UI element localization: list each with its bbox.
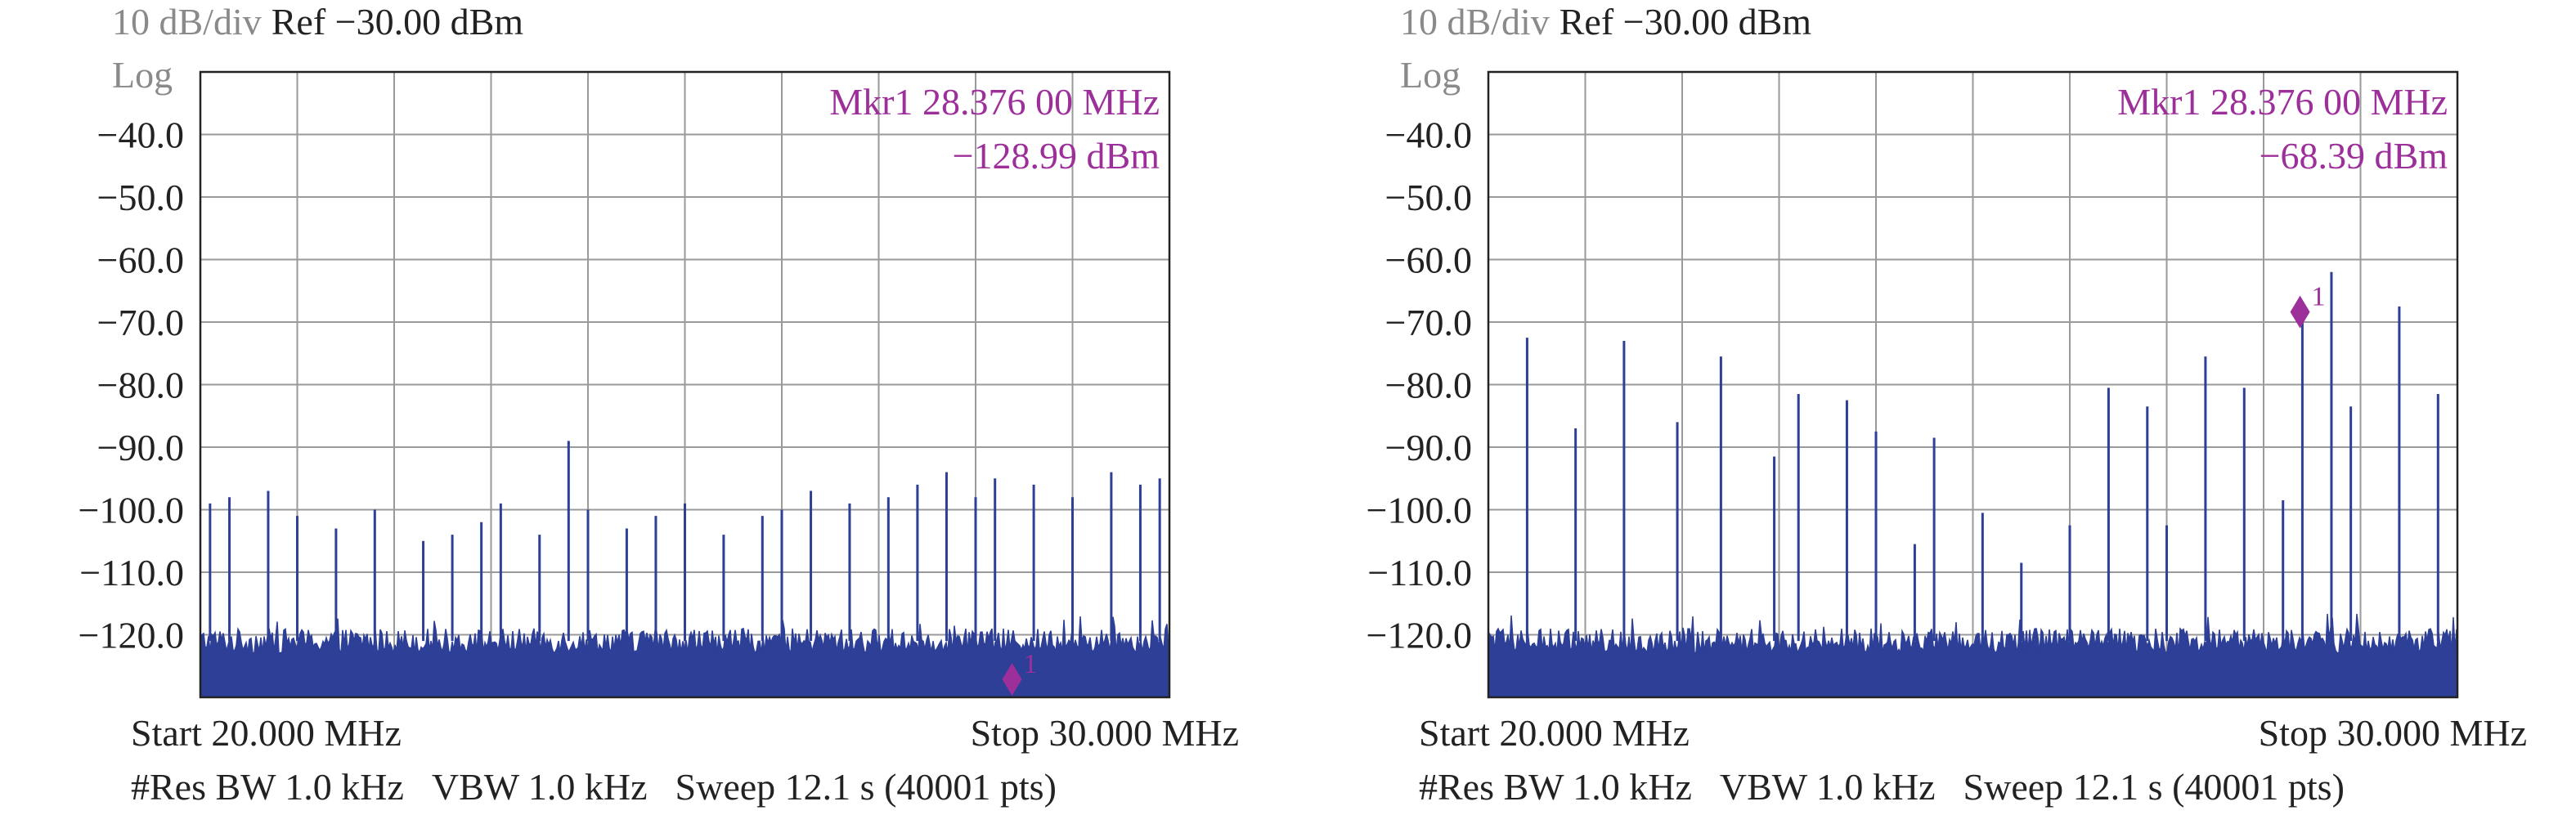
marker-1-diamond (1002, 663, 1022, 696)
marker-1-diamond (2290, 295, 2310, 329)
spectrum-panel-2: 10 dB/div Ref −30.00 dBm Log −40.0 −50.0 −60.… (1288, 0, 2576, 815)
res-bw-label: #Res BW 1.0 kHz (1419, 766, 1692, 808)
y-tick-label: −80.0 (97, 365, 184, 406)
y-tick-label: −40.0 (97, 114, 184, 156)
y-tick-label: −100.0 (1367, 490, 1472, 531)
marker-amplitude-readout: −128.99 dBm (953, 135, 1160, 177)
y-tick-label: −40.0 (1385, 114, 1472, 156)
y-scale-mode-label: Log (1400, 54, 1461, 96)
y-tick-label: −120.0 (1367, 615, 1472, 656)
y-tick-label: −70.0 (1385, 302, 1472, 343)
y-tick-label: −110.0 (1367, 552, 1472, 593)
spectrum-panel-1: 10 dB/div Ref −30.00 dBm Log −40.0 −50.0 −60.… (79, 1, 1239, 808)
y-tick-label: −110.0 (79, 552, 184, 593)
marker-1-label: 1 (1024, 649, 1038, 679)
start-frequency-label: Start 20.000 MHz (131, 712, 402, 754)
marker-frequency-readout: Mkr1 28.376 00 MHz (829, 81, 1160, 123)
bandwidth-settings: #Res BW 1.0 kHz VBW 1.0 kHz Sweep 12.1 s (… (1419, 766, 2345, 808)
marker-amplitude-readout: −68.39 dBm (2260, 135, 2448, 177)
y-tick-label: −80.0 (1385, 365, 1472, 406)
marker-frequency-readout: Mkr1 28.376 00 MHz (2117, 81, 2448, 123)
chart-header: 10 dB/div Ref −30.00 dBm (1400, 1, 1811, 43)
start-frequency-label: Start 20.000 MHz (1419, 712, 1690, 754)
y-scale-mode-label: Log (112, 54, 173, 96)
y-tick-label: −60.0 (1385, 240, 1472, 281)
y-tick-label: −60.0 (97, 240, 184, 281)
y-tick-label: −100.0 (79, 490, 184, 531)
bandwidth-settings: #Res BW 1.0 kHz VBW 1.0 kHz Sweep 12.1 s (… (131, 766, 1057, 808)
ref-level-label: Ref −30.00 dBm (272, 1, 524, 43)
sweep-label: Sweep 12.1 s (40001 pts) (1963, 766, 2345, 808)
vbw-label: VBW 1.0 kHz (432, 766, 648, 808)
chart-header: 10 dB/div Ref −30.00 dBm (112, 1, 523, 43)
plot-border (1487, 70, 2459, 699)
y-tick-label: −120.0 (79, 615, 184, 656)
spectrum-chart-2: 10 dB/div Ref −30.00 dBm Log −40.0 −50.0 −60.… (1367, 1, 2527, 808)
stop-frequency-label: Stop 30.000 MHz (2259, 712, 2527, 754)
noise-floor-trace (1488, 613, 2458, 698)
spectrum-chart-1: 10 dB/div Ref −30.00 dBm Log −40.0 −50.0 −60.… (79, 1, 1239, 808)
scale-label: 10 dB/div (112, 1, 262, 43)
stop-frequency-label: Stop 30.000 MHz (971, 712, 1239, 754)
y-tick-label: −50.0 (97, 177, 184, 218)
sweep-label: Sweep 12.1 s (40001 pts) (675, 766, 1057, 808)
plot-border (199, 70, 1171, 699)
y-tick-label: −90.0 (97, 427, 184, 468)
vbw-label: VBW 1.0 kHz (1720, 766, 1936, 808)
y-tick-label: −50.0 (1385, 177, 1472, 218)
noise-floor-trace (200, 616, 1170, 698)
y-tick-label: −90.0 (1385, 427, 1472, 468)
marker-1-label: 1 (2312, 282, 2326, 312)
res-bw-label: #Res BW 1.0 kHz (131, 766, 404, 808)
scale-label: 10 dB/div (1400, 1, 1550, 43)
y-tick-label: −70.0 (97, 302, 184, 343)
ref-level-label: Ref −30.00 dBm (1560, 1, 1812, 43)
